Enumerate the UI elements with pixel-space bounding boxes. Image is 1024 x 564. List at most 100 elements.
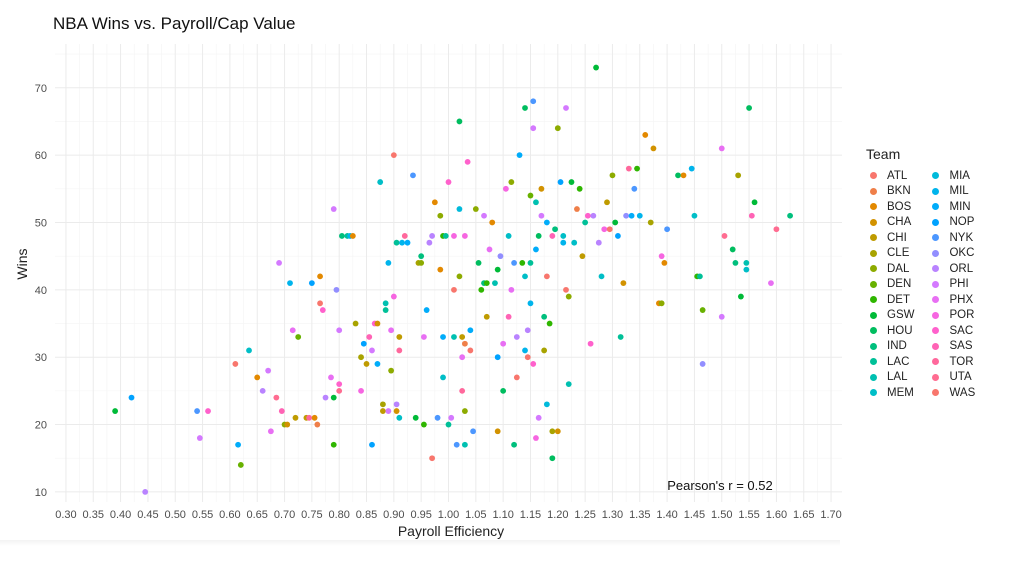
data-point-sac bbox=[530, 361, 537, 367]
data-point-por bbox=[451, 233, 457, 239]
data-point-phi bbox=[530, 125, 537, 132]
x-axis-title: Payroll Efficiency bbox=[398, 523, 504, 539]
legend-label: BKN bbox=[887, 185, 911, 198]
legend-label: LAC bbox=[887, 355, 910, 368]
legend-label: MIN bbox=[949, 200, 971, 213]
data-point-phi bbox=[196, 435, 203, 441]
legend-swatch bbox=[870, 203, 877, 211]
data-point-mia bbox=[456, 206, 463, 212]
data-point-gsw bbox=[737, 293, 744, 300]
data-point-sac bbox=[584, 212, 591, 219]
data-point-hou bbox=[729, 246, 736, 253]
legend-label: HOU bbox=[887, 324, 913, 337]
data-point-phx bbox=[768, 280, 774, 287]
y-tick-label: 10 bbox=[35, 487, 47, 499]
data-point-phi bbox=[563, 105, 569, 111]
legend-item-was: WAS bbox=[928, 385, 975, 401]
data-point-phi bbox=[385, 408, 392, 414]
data-point-nyk bbox=[530, 98, 537, 105]
data-point-chi bbox=[380, 408, 386, 414]
data-point-gsw bbox=[330, 394, 337, 401]
data-point-bos bbox=[431, 199, 438, 206]
x-tick-label: 1.25 bbox=[574, 509, 595, 521]
legend-item-ind: IND bbox=[866, 339, 914, 355]
data-point-was bbox=[524, 354, 531, 361]
data-point-nyk bbox=[511, 259, 517, 266]
legend-swatch bbox=[932, 172, 940, 180]
legend-item-cle: CLE bbox=[866, 246, 914, 262]
data-point-sas bbox=[505, 313, 512, 320]
data-point-mil bbox=[385, 259, 392, 266]
data-point-tor bbox=[625, 165, 632, 172]
legend-item-sas: SAS bbox=[928, 339, 975, 355]
data-point-min bbox=[235, 441, 241, 448]
data-point-dal bbox=[437, 212, 444, 219]
legend-title: Team bbox=[866, 146, 901, 162]
legend-item-phx: PHX bbox=[928, 292, 975, 308]
legend-item-det: DET bbox=[866, 292, 914, 308]
legend-item-orl: ORL bbox=[928, 261, 975, 277]
data-point-cle bbox=[647, 219, 654, 226]
data-point-cha bbox=[554, 428, 561, 435]
legend-label: PHI bbox=[949, 278, 969, 291]
data-point-min bbox=[533, 246, 539, 253]
data-point-gsw bbox=[494, 266, 501, 273]
x-tick-labels: 0.30 0.35 0.40 0.45 0.50 0.55 0.60 0.65 0.70 0.75… bbox=[55, 509, 842, 521]
data-point-mem bbox=[440, 374, 446, 381]
data-point-orl bbox=[142, 488, 149, 495]
data-point-orl bbox=[595, 239, 602, 246]
data-point-atl bbox=[429, 455, 436, 462]
legend-item-lac: LAC bbox=[866, 354, 914, 370]
data-point-nyk bbox=[631, 185, 638, 192]
x-tick-label: 1.10 bbox=[492, 509, 513, 521]
x-tick-label: 0.50 bbox=[165, 509, 186, 521]
legend-label: PHX bbox=[949, 293, 974, 306]
legend-item-por: POR bbox=[928, 308, 975, 324]
data-point-sac bbox=[205, 408, 211, 414]
data-point-mem bbox=[743, 266, 750, 273]
data-point-phi bbox=[481, 212, 487, 219]
data-point-sas bbox=[549, 233, 556, 239]
data-point-det bbox=[546, 320, 553, 327]
data-point-den bbox=[699, 307, 706, 313]
data-point-okc bbox=[699, 361, 706, 367]
data-point-por bbox=[658, 253, 665, 260]
data-point-chi bbox=[363, 361, 370, 367]
data-point-por bbox=[533, 435, 539, 441]
data-point-bos bbox=[680, 172, 687, 179]
data-point-ind bbox=[418, 253, 425, 260]
data-point-bos bbox=[642, 132, 649, 138]
x-tick-label: 1.65 bbox=[793, 509, 814, 521]
x-tick-label: 1.45 bbox=[684, 509, 705, 521]
data-point-hou bbox=[456, 118, 463, 125]
data-point-atl bbox=[232, 361, 239, 367]
data-point-lac bbox=[582, 219, 589, 226]
x-tick-label: 0.35 bbox=[83, 509, 104, 521]
legend-swatch bbox=[870, 249, 877, 257]
data-point-dal bbox=[508, 179, 515, 185]
data-point-phx bbox=[486, 246, 493, 253]
data-point-phi bbox=[276, 259, 282, 266]
legend-swatch bbox=[870, 389, 877, 397]
legend-item-mia: MIA bbox=[928, 168, 975, 184]
chart-title: NBA Wins vs. Payroll/Cap Value bbox=[53, 14, 296, 33]
data-point-dal bbox=[418, 259, 425, 266]
data-point-cle bbox=[541, 347, 548, 354]
data-point-tor bbox=[401, 233, 408, 239]
data-point-dal bbox=[658, 300, 665, 307]
x-tick-label: 0.30 bbox=[55, 509, 76, 521]
data-point-por bbox=[502, 185, 509, 192]
legend-swatch bbox=[932, 389, 940, 397]
data-point-chi bbox=[292, 414, 299, 421]
data-point-phx bbox=[508, 286, 515, 293]
legend-label: OKC bbox=[949, 247, 975, 260]
data-point-chi bbox=[579, 253, 586, 260]
data-point-hou bbox=[746, 105, 752, 111]
data-point-lac bbox=[442, 233, 449, 239]
legend-item-atl: ATL bbox=[866, 168, 914, 184]
data-point-nyk bbox=[453, 441, 460, 448]
data-point-bkn bbox=[314, 421, 321, 428]
x-tick-label: 0.45 bbox=[137, 509, 158, 521]
legend-swatch bbox=[870, 187, 877, 195]
